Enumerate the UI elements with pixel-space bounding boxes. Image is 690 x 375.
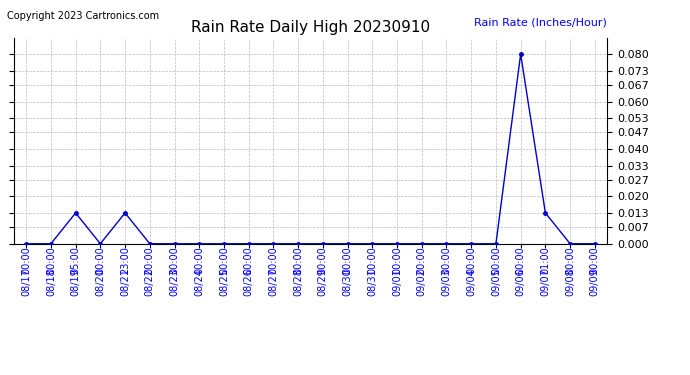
Text: 01:00: 01:00 (540, 246, 551, 274)
Text: 08/17: 08/17 (21, 268, 31, 296)
Text: 09/05: 09/05 (491, 268, 501, 296)
Text: 08/20: 08/20 (95, 268, 106, 296)
Text: 00:00: 00:00 (219, 246, 229, 274)
Text: 00:00: 00:00 (392, 246, 402, 274)
Text: 00:00: 00:00 (46, 246, 56, 274)
Text: 08/22: 08/22 (145, 268, 155, 297)
Text: 00:00: 00:00 (515, 246, 526, 274)
Text: 00:00: 00:00 (293, 246, 303, 274)
Text: 09/02: 09/02 (417, 268, 426, 296)
Text: 00:00: 00:00 (367, 246, 377, 274)
Text: 09/08: 09/08 (565, 268, 575, 296)
Text: 00:00: 00:00 (491, 246, 501, 274)
Text: 23:00: 23:00 (120, 246, 130, 274)
Text: Rain Rate (Inches/Hour): Rain Rate (Inches/Hour) (474, 17, 607, 27)
Text: 00:00: 00:00 (565, 246, 575, 274)
Text: 00:00: 00:00 (442, 246, 451, 274)
Text: 08/28: 08/28 (293, 268, 303, 296)
Text: Copyright 2023 Cartronics.com: Copyright 2023 Cartronics.com (7, 11, 159, 21)
Text: 00:00: 00:00 (343, 246, 353, 274)
Text: 08/30: 08/30 (343, 268, 353, 296)
Text: 00:00: 00:00 (170, 246, 179, 274)
Text: 00:00: 00:00 (244, 246, 254, 274)
Text: 09/06: 09/06 (515, 268, 526, 296)
Title: Rain Rate Daily High 20230910: Rain Rate Daily High 20230910 (191, 20, 430, 35)
Text: 08/31: 08/31 (367, 268, 377, 296)
Text: 00:00: 00:00 (95, 246, 106, 274)
Text: 08/27: 08/27 (268, 268, 278, 297)
Text: 08/26: 08/26 (244, 268, 254, 296)
Text: 08/18: 08/18 (46, 268, 56, 296)
Text: 08/29: 08/29 (318, 268, 328, 296)
Text: 05:00: 05:00 (70, 246, 81, 274)
Text: 08/19: 08/19 (70, 268, 81, 296)
Text: 00:00: 00:00 (268, 246, 278, 274)
Text: 08/25: 08/25 (219, 268, 229, 297)
Text: 00:00: 00:00 (318, 246, 328, 274)
Text: 00:00: 00:00 (195, 246, 204, 274)
Text: 08/24: 08/24 (195, 268, 204, 296)
Text: 00:00: 00:00 (21, 246, 31, 274)
Text: 09/01: 09/01 (392, 268, 402, 296)
Text: 08/21: 08/21 (120, 268, 130, 296)
Text: 09/04: 09/04 (466, 268, 476, 296)
Text: 09/03: 09/03 (442, 268, 451, 296)
Text: 09/07: 09/07 (540, 268, 551, 296)
Text: 00:00: 00:00 (417, 246, 426, 274)
Text: 00:00: 00:00 (590, 246, 600, 274)
Text: 00:00: 00:00 (466, 246, 476, 274)
Text: 09/09: 09/09 (590, 268, 600, 296)
Text: 00:00: 00:00 (145, 246, 155, 274)
Text: 08/23: 08/23 (170, 268, 179, 296)
